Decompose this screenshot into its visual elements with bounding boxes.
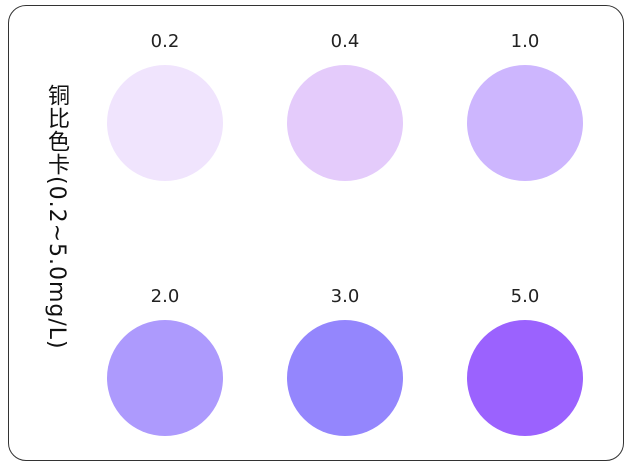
color-swatch (287, 65, 403, 181)
card-frame (8, 5, 624, 461)
swatch-label: 2.0 (151, 286, 180, 307)
swatch-label: 5.0 (511, 286, 540, 307)
swatch-label: 0.4 (331, 31, 360, 52)
swatch-label: 3.0 (331, 286, 360, 307)
color-swatch (107, 65, 223, 181)
color-swatch (287, 320, 403, 436)
swatch-label: 0.2 (151, 31, 180, 52)
card-title: 铜比色卡(0.2~5.0mg/L) (44, 84, 69, 350)
swatch-label: 1.0 (511, 31, 540, 52)
color-swatch (107, 320, 223, 436)
color-swatch (467, 320, 583, 436)
color-swatch (467, 65, 583, 181)
